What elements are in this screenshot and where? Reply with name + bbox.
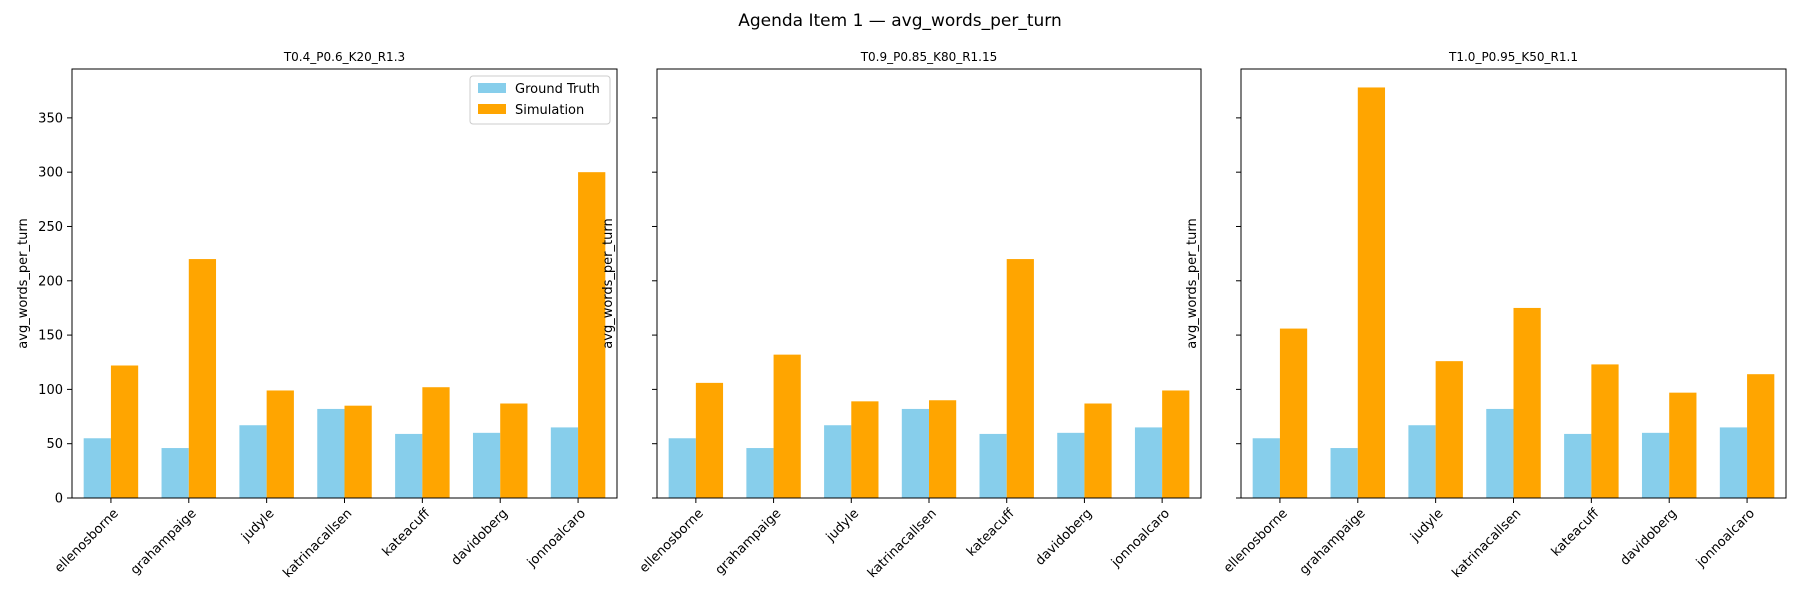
bar-ground-truth-katrinacallsen — [317, 408, 345, 498]
bar-simulation-kateacuff — [1006, 259, 1034, 498]
y-tick-label: 200 — [38, 274, 63, 289]
y-tick-label: 0 — [55, 492, 63, 507]
y-axis-label: avg_words_per_turn — [1185, 218, 1200, 348]
x-tick-label: kateacuff — [380, 505, 434, 559]
bar-ground-truth-davidoberg — [472, 432, 501, 498]
bar-simulation-grahampaige — [773, 354, 801, 498]
bar-ground-truth-grahampaige — [1330, 448, 1358, 498]
x-tick-label: kateacuff — [1549, 505, 1603, 559]
x-tick-label: davidoberg — [1618, 506, 1680, 568]
bar-simulation-ellenosborne — [695, 382, 724, 498]
bar-simulation-katrinacallsen — [1513, 307, 1541, 498]
x-tick-label: katrinacallsen — [1449, 506, 1524, 581]
bar-ground-truth-kateacuff — [979, 433, 1007, 498]
bar-ground-truth-judyle — [1408, 425, 1436, 498]
y-tick-label: 300 — [38, 166, 63, 181]
y-axis-label: avg_words_per_turn — [16, 218, 31, 348]
panel-title: T1.0_P0.95_K50_R1.1 — [1448, 50, 1578, 64]
bar-ground-truth-katrinacallsen — [1486, 408, 1514, 498]
y-tick-label: 50 — [46, 437, 63, 452]
y-tick-label: 100 — [38, 383, 63, 398]
x-tick-label: judyle — [823, 506, 862, 545]
bar-ground-truth-katrinacallsen — [901, 408, 929, 498]
x-tick-label: ellenosborne — [1221, 506, 1291, 576]
bar-simulation-katrinacallsen — [344, 405, 372, 498]
bar-simulation-judyle — [851, 401, 879, 498]
bar-simulation-kateacuff — [1591, 364, 1619, 498]
y-tick-label: 350 — [38, 111, 63, 126]
panels: T0.4_P0.6_K20_R1.3 0 50 100 150 200 250 300 350 a… — [16, 50, 1787, 581]
bar-ground-truth-kateacuff — [395, 433, 423, 498]
legend-label: Simulation — [515, 103, 584, 118]
panel-2: T0.9_P0.85_K80_R1.15 avg_words_per_turnel… — [601, 50, 1202, 581]
bar-simulation-ellenosborne — [1279, 328, 1308, 498]
legend-label: Ground Truth — [515, 82, 600, 97]
bar-ground-truth-ellenosborne — [668, 438, 696, 498]
legend: Ground Truth Simulation — [469, 75, 611, 125]
bar-simulation-jonnoalcaro — [1162, 390, 1190, 498]
legend-swatch — [478, 104, 506, 114]
x-tick-label: grahampaige — [128, 506, 200, 578]
bar-ground-truth-davidoberg — [1641, 432, 1670, 498]
x-tick-label: judyle — [1407, 506, 1446, 545]
bar-ground-truth-jonnoalcaro — [1134, 427, 1163, 498]
x-tick-label: davidoberg — [1033, 506, 1095, 568]
x-tick-label: ellenosborne — [637, 506, 707, 576]
bar-simulation-grahampaige — [1357, 87, 1386, 498]
x-tick-label: grahampaige — [713, 506, 785, 578]
x-tick-label: ellenosborne — [52, 506, 122, 576]
bar-simulation-judyle — [266, 390, 294, 498]
y-tick-label: 150 — [38, 329, 63, 344]
panel-3: T1.0_P0.95_K50_R1.1 avg_words_per_turnell… — [1185, 50, 1787, 581]
bar-simulation-davidoberg — [1669, 392, 1697, 498]
x-tick-label: grahampaige — [1297, 506, 1369, 578]
x-tick-label: jonnoalcaro — [1108, 506, 1173, 571]
bar-simulation-judyle — [1435, 361, 1463, 498]
bar-ground-truth-ellenosborne — [1252, 438, 1280, 498]
bar-ground-truth-jonnoalcaro — [550, 427, 579, 498]
bar-simulation-davidoberg — [1084, 403, 1112, 498]
bar-simulation-jonnoalcaro — [1747, 374, 1775, 498]
bar-ground-truth-grahampaige — [746, 448, 774, 498]
y-tick-label: 250 — [38, 220, 63, 235]
bar-ground-truth-kateacuff — [1564, 433, 1592, 498]
panel-title: T0.4_P0.6_K20_R1.3 — [283, 50, 405, 64]
bar-ground-truth-judyle — [824, 425, 852, 498]
legend-swatch — [478, 83, 506, 93]
panel-1: T0.4_P0.6_K20_R1.3 0 50 100 150 200 250 300 350 a… — [16, 50, 618, 581]
bar-ground-truth-ellenosborne — [83, 438, 111, 498]
x-tick-label: davidoberg — [449, 506, 511, 568]
bar-simulation-davidoberg — [500, 403, 528, 498]
x-tick-label: katrinacallsen — [280, 506, 355, 581]
panel-title: T0.9_P0.85_K80_R1.15 — [860, 50, 998, 64]
y-axis-label: avg_words_per_turn — [601, 218, 616, 348]
x-tick-label: judyle — [238, 506, 277, 545]
x-tick-label: jonnoalcaro — [524, 506, 589, 571]
bar-simulation-kateacuff — [422, 387, 450, 498]
bar-ground-truth-judyle — [239, 425, 267, 498]
bar-ground-truth-grahampaige — [161, 448, 189, 498]
x-tick-label: katrinacallsen — [865, 506, 940, 581]
x-tick-label: kateacuff — [964, 505, 1018, 559]
bar-ground-truth-jonnoalcaro — [1719, 427, 1748, 498]
bar-simulation-jonnoalcaro — [578, 172, 606, 498]
bar-simulation-grahampaige — [188, 259, 217, 498]
figure-title: Agenda Item 1 — avg_words_per_turn — [738, 11, 1062, 31]
bar-simulation-ellenosborne — [110, 365, 139, 498]
bar-simulation-katrinacallsen — [929, 400, 957, 498]
x-tick-label: jonnoalcaro — [1693, 506, 1758, 571]
bar-ground-truth-davidoberg — [1057, 432, 1085, 498]
